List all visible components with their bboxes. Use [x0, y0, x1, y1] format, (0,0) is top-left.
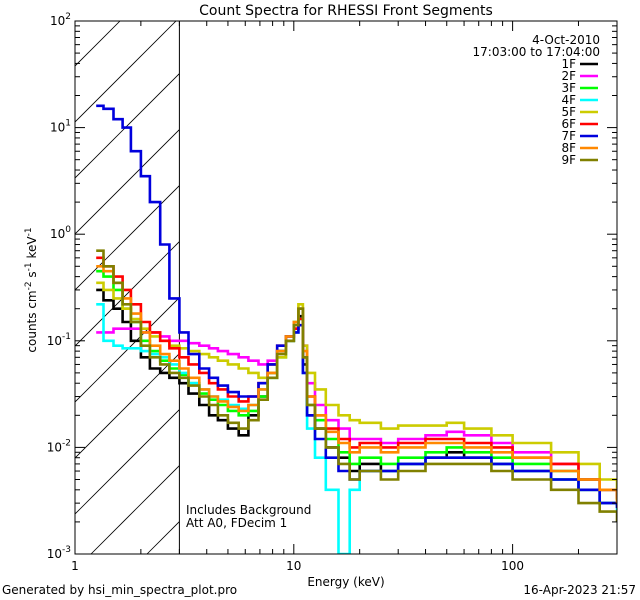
series-8F — [96, 265, 617, 504]
y-tick-base: 10 — [50, 227, 65, 241]
hatch-line — [75, 129, 179, 235]
series-layer — [96, 104, 617, 554]
y-label-exp: -1 — [24, 227, 34, 236]
hatch-line — [75, 73, 179, 179]
hatch-line — [75, 241, 179, 347]
hatch-line — [75, 353, 179, 459]
y-tick-exp: -2 — [62, 438, 71, 448]
hatch-line — [75, 21, 177, 123]
y-tick-label: 10-3 — [47, 545, 71, 561]
y-label-exp: -1 — [24, 262, 34, 271]
legend-label-6F: 6F — [561, 117, 576, 131]
hatched-region — [75, 21, 179, 554]
annotation-background: Includes Background — [186, 503, 311, 517]
date-label: 4-Oct-2010 — [532, 33, 600, 47]
y-label-part: keV — [25, 236, 39, 263]
y-tick-label: 101 — [50, 119, 71, 135]
y-tick-label: 10-2 — [47, 438, 71, 454]
x-tick-label: 1 — [71, 559, 79, 573]
y-tick-exp: -3 — [62, 545, 71, 555]
legend-label-3F: 3F — [561, 81, 576, 95]
legend-label-8F: 8F — [561, 141, 576, 155]
y-label-part: counts cm — [25, 290, 39, 352]
hatch-line — [75, 185, 179, 291]
y-tick-base: 10 — [47, 547, 62, 561]
footer-timestamp: 16-Apr-2023 21:57 — [523, 583, 636, 597]
y-label-exp: -2 — [24, 281, 34, 290]
legend-label-2F: 2F — [561, 69, 576, 83]
y-tick-label: 102 — [50, 12, 71, 28]
y-axis-label: counts cm-2 s-1 keV-1 — [24, 227, 39, 352]
y-tick-label: 100 — [50, 225, 71, 241]
annotation-attenuator: Att A0, FDecim 1 — [186, 516, 287, 530]
legend-label-7F: 7F — [561, 129, 576, 143]
legend-label-1F: 1F — [561, 57, 576, 71]
x-tick-labels: 1 10 100 — [71, 559, 524, 573]
legend-label-4F: 4F — [561, 93, 576, 107]
legend-label-5F: 5F — [561, 105, 576, 119]
x-axis-label: Energy (keV) — [307, 575, 384, 589]
y-tick-exp: 2 — [65, 12, 71, 22]
hatch-line — [75, 21, 121, 67]
series-9F — [96, 249, 617, 522]
y-tick-exp: 1 — [65, 119, 71, 129]
hatch-line — [75, 409, 179, 515]
series-2F — [96, 307, 617, 496]
series-1F — [96, 288, 617, 507]
y-tick-base: 10 — [50, 14, 65, 28]
y-tick-base: 10 — [50, 121, 65, 135]
legend-label-9F: 9F — [561, 153, 576, 167]
time-range-label: 17:03:00 to 17:04:00 — [473, 45, 600, 59]
y-tick-base: 10 — [47, 440, 62, 454]
y-tick-label: 10-1 — [47, 332, 71, 348]
x-tick-label: 100 — [501, 559, 524, 573]
plot-frame — [74, 20, 618, 555]
y-tick-exp: 0 — [65, 225, 71, 235]
chart-title: Count Spectra for RHESSI Front Segments — [199, 3, 493, 19]
series-3F — [96, 269, 617, 501]
x-tick-label: 10 — [286, 559, 301, 573]
footer-generated-by: Generated by hsi_min_spectra_plot.pro — [2, 583, 237, 597]
y-label-part: s — [25, 271, 39, 281]
y-tick-exp: -1 — [62, 332, 71, 342]
y-tick-base: 10 — [47, 334, 62, 348]
axis-ticks — [74, 20, 618, 555]
